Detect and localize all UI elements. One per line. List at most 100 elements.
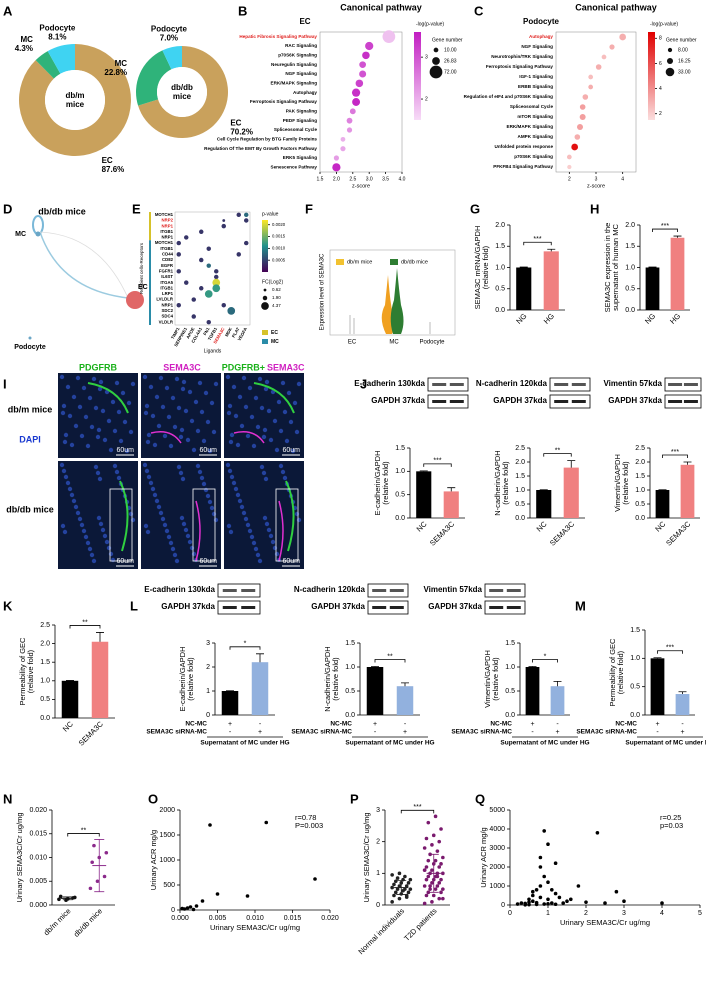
category-label: MC [389,340,399,346]
point [603,901,607,905]
nucleus [245,433,251,439]
vessel [253,382,295,414]
colorbar-label: 2 [659,111,662,117]
blot-band [241,606,256,609]
nucleus [79,522,85,528]
nucleus [146,474,152,480]
x-tick-label: TGFB1 [207,326,219,341]
nucleus [278,428,284,434]
node-label: MC [15,231,26,238]
nucleus [227,403,233,409]
point [428,887,432,891]
bubble [382,30,396,44]
x-tick-label: 3 [622,910,626,917]
x-tick-label: 4.0 [399,176,406,182]
nucleus [187,389,193,395]
x-tick-label: HG [668,311,682,325]
y-tick-label: IL6ST [161,274,173,279]
nucleus [185,533,191,539]
nucleus [280,469,286,475]
dot [176,269,181,274]
point [584,900,588,904]
bubble [340,136,346,142]
y-tick-label: 0.015 [29,831,47,838]
error-bar [396,880,407,895]
nucleus [296,381,302,387]
blot [367,600,409,615]
point [393,879,398,884]
nucleus [77,404,83,410]
plot-frame [329,249,456,336]
nucleus [209,400,215,406]
nucleus [255,552,261,558]
y-tick-label: NRP2 [162,218,174,223]
nucleus [207,448,213,454]
blot [664,394,702,409]
nucleus [108,447,114,453]
nucleus [168,443,174,449]
nucleus [150,486,156,492]
nucleus [67,486,73,492]
annotation: p=0.03 [660,821,683,830]
nucleus [158,510,164,516]
nucleus [154,498,160,504]
violin-plot: Expression level of SEMA3C db/m mice db/… [320,249,456,346]
size-legend-marker [433,47,439,53]
x-tick-label: 4 [621,176,624,182]
category-label: AMPK Signaling [518,134,554,139]
nucleus [233,486,239,492]
nucleus [213,381,219,387]
scale-bar-label: 60um [199,558,217,565]
y-tick-label: 2000 [489,864,505,871]
bar [396,686,414,715]
nucleus [276,399,282,405]
y-tick-label: CD44 [162,252,174,257]
significance-bracket [532,659,558,663]
point [215,892,220,896]
point [403,887,407,891]
center-label: mice [66,100,85,109]
blot-band [554,400,569,403]
x-tick-label: 0.020 [321,915,339,922]
bubble [609,44,615,50]
y-tick-label: 1.0 [635,487,645,494]
scale-bar-label: 60um [282,447,300,454]
bubble [332,163,341,172]
slice-value: 70.2% [230,128,253,137]
size-legend-marker [666,57,674,65]
nucleus [259,464,265,470]
chart-title: Canonical pathway [575,2,657,12]
x-tick-label: 2 [568,176,571,182]
dot [199,257,204,263]
nucleus [71,498,77,504]
point [542,902,546,906]
slice-label: EC [102,156,113,165]
blot-band [489,606,504,609]
y-tick-label: 1.5 [625,243,635,250]
nucleus [286,390,292,396]
category-label: Regulation of eIF4 and p70S6K Signaling [464,94,554,99]
bubble [571,143,579,151]
nucleus [166,534,172,540]
nucleus [209,505,215,511]
axis-title: Supernatant of MC under HG [500,740,589,747]
nucleus [199,475,205,481]
blot-band [506,606,521,609]
nucleus [98,521,104,527]
bar [536,490,552,518]
nucleus [128,511,134,517]
nucleus [83,534,89,540]
axis-title: Urinary SEMA3C/Cr ug/mg [15,812,24,902]
nucleus [268,437,274,443]
nucleus [243,404,249,410]
column-label: PDGFRB [79,362,118,372]
nucleus [116,475,122,481]
blot-band [372,606,387,609]
blot-label: GAPDH 37kda [608,396,662,405]
point [102,874,107,879]
nucleus [81,385,87,391]
category-label: PEDF Signaling [283,118,317,123]
bubble [359,70,367,78]
point [660,901,664,905]
bubble [352,98,361,106]
